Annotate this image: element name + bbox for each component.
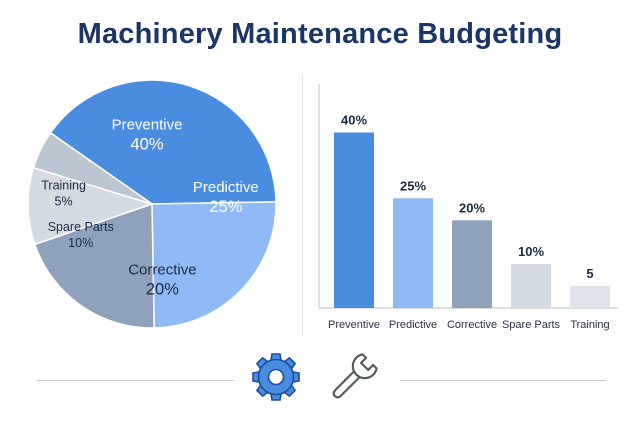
pie-slice-training [32, 131, 153, 205]
pie-slice-predictive [151, 201, 277, 329]
chart-title: Machinery Maintenance Budgeting [77, 18, 563, 50]
bar-preventive [334, 132, 374, 308]
pie-value-preventive: 40% [130, 135, 163, 153]
bar-category-spare-parts: Spare Parts [502, 319, 561, 331]
pie-slice-preventive [49, 79, 277, 205]
bar-category-corrective: Corrective [447, 319, 497, 331]
bar-chart: 40% Preventive 25% Predictive 20% Corrective 1… [318, 84, 618, 331]
pie-value-training: 5% [55, 195, 73, 209]
pie-label-predictive: Predictive [193, 179, 259, 196]
bar-corrective [452, 220, 492, 308]
footer-line-left [36, 380, 234, 381]
bar-category-preventive: Preventive [328, 319, 380, 331]
bar-value-predictive: 25% [400, 178, 426, 193]
bar-training [570, 286, 610, 308]
bar-predictive [393, 198, 433, 308]
pie-value-spare-parts: 10% [68, 236, 93, 250]
bar-value-corrective: 20% [459, 200, 485, 215]
pie-slice-corrective [33, 202, 155, 329]
footer-line-right [400, 380, 606, 381]
bar-value-preventive: 40% [341, 113, 367, 128]
pie-label-corrective: Corrective [128, 262, 196, 279]
gear-icon [252, 353, 300, 401]
chart-divider [302, 74, 303, 336]
bar-value-training: 5 [586, 266, 593, 281]
pie-label-preventive: Preventive [112, 116, 183, 133]
pie-chart: Preventive 40% Predictive 25% Corrective 20% S… [27, 79, 277, 329]
bar-value-spare-parts: 10% [518, 244, 544, 259]
wrench-icon [332, 353, 378, 399]
pie-slice-spare-parts [27, 166, 155, 246]
bar-category-predictive: Predictive [389, 319, 437, 331]
bar-spare-parts [511, 264, 551, 308]
bar-category-training: Training [570, 319, 609, 331]
pie-value-predictive: 25% [209, 198, 242, 216]
pie-label-training: Training [41, 179, 86, 193]
pie-label-spare-parts: Spare Parts [48, 220, 114, 234]
pie-value-corrective: 20% [146, 281, 179, 299]
